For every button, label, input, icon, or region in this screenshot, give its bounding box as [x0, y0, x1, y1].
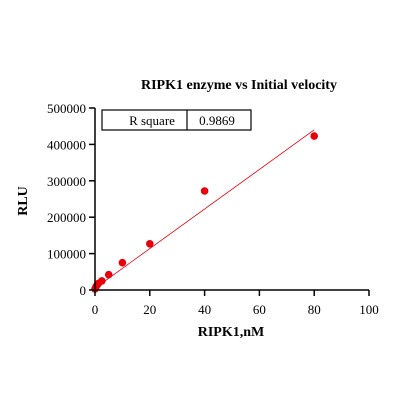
x-tick-label: 40 — [198, 302, 211, 317]
data-point — [310, 132, 319, 140]
x-tick-label: 100 — [359, 302, 379, 317]
data-point — [104, 270, 113, 279]
y-tick-label: 500000 — [47, 101, 86, 116]
y-tick-label: 100000 — [47, 247, 86, 262]
r-square-box: R square 0.9869 — [101, 109, 252, 131]
x-tick-label: 80 — [308, 302, 321, 317]
chart-title: RIPK1 enzyme vs Initial velocity — [141, 78, 337, 93]
x-tick-label: 0 — [92, 302, 99, 317]
y-tick-label: 0 — [80, 283, 87, 298]
r-square-label: R square — [129, 113, 175, 128]
fit-line — [94, 129, 315, 289]
data-point — [146, 239, 154, 248]
y-tick-label: 200000 — [47, 210, 86, 225]
plot-area — [91, 129, 319, 293]
data-point — [98, 277, 106, 285]
x-tick-label: 60 — [253, 302, 266, 317]
y-axis-ticks: 0 100000 200000 300000 400000 500000 — [47, 101, 95, 298]
data-point — [200, 187, 209, 195]
x-tick-label: 20 — [143, 302, 156, 317]
y-axis-title: RLU — [16, 186, 31, 216]
r-square-value: 0.9869 — [199, 113, 235, 128]
x-axis-title: RIPK1,nM — [198, 325, 265, 340]
data-point — [118, 258, 127, 267]
y-tick-label: 400000 — [47, 137, 86, 152]
r-square-box-border — [101, 109, 252, 131]
x-axis-ticks: 0 20 40 60 80 100 — [92, 290, 379, 317]
y-tick-label: 300000 — [47, 174, 86, 189]
